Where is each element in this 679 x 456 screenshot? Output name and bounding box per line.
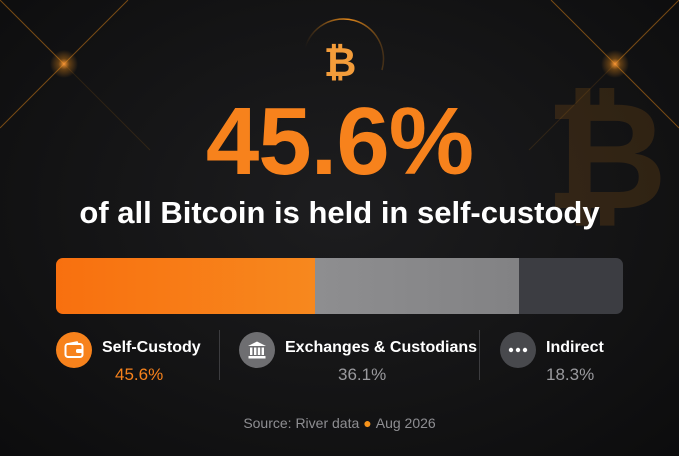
legend-label-indirect: Indirect bbox=[546, 339, 604, 356]
bitcoin-watermark-icon: ₿ bbox=[545, 70, 668, 244]
legend-value-self-custody: 45.6% bbox=[115, 365, 164, 384]
corner-lines-right bbox=[528, 0, 679, 151]
legend-value-indirect: 18.3% bbox=[546, 365, 595, 384]
source-date: Aug 2026 bbox=[375, 415, 436, 431]
corner-lines-left bbox=[0, 0, 151, 151]
headline-subtitle: of all Bitcoin is held in self-custody bbox=[79, 195, 600, 230]
glow-left bbox=[50, 50, 78, 78]
bar-segment-exchanges bbox=[314, 258, 520, 314]
bar-segment-self-custody bbox=[56, 258, 315, 314]
bar-segment-indirect bbox=[519, 258, 623, 314]
source-footnote: Source: River data ● Aug 2026 bbox=[0, 415, 679, 431]
logo-ring-arc bbox=[304, 18, 385, 71]
legend-divider bbox=[479, 330, 480, 380]
legend: Self-Custody 45.6% Exchanges & Custodian… bbox=[0, 326, 679, 386]
source-text: Source: River data bbox=[243, 415, 360, 431]
stacked-bar bbox=[56, 258, 623, 314]
more-dots-icon bbox=[500, 332, 536, 368]
legend-value-exchanges: 36.1% bbox=[338, 365, 387, 384]
bank-icon bbox=[239, 332, 275, 368]
legend-divider bbox=[219, 330, 220, 380]
legend-label-exchanges: Exchanges & Custodians bbox=[285, 339, 478, 356]
headline-percentage: 45.6% bbox=[205, 88, 474, 195]
separator-dot: ● bbox=[363, 415, 372, 431]
bitcoin-symbol: ₿ bbox=[323, 40, 357, 86]
glow-right bbox=[601, 50, 629, 78]
legend-label-self-custody: Self-Custody bbox=[102, 339, 201, 356]
bitcoin-logo-icon: ₿ bbox=[310, 36, 370, 90]
wallet-icon bbox=[56, 332, 92, 368]
